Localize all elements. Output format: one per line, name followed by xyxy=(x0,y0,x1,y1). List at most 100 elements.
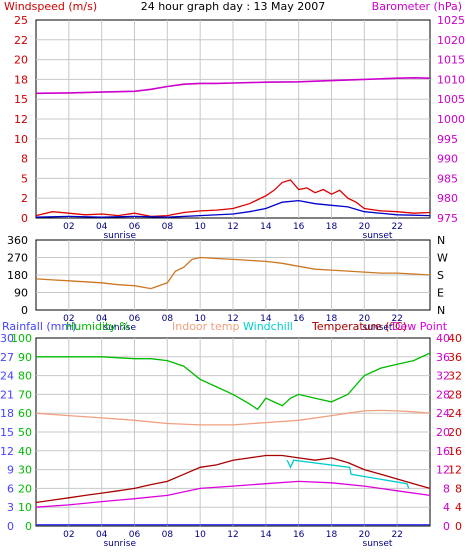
direction-panel-x-tick: 04 xyxy=(96,314,108,324)
humidity-line xyxy=(36,352,431,411)
temp-y-tick-right: 28 xyxy=(448,388,462,401)
temp-panel-x-tick: 14 xyxy=(260,530,272,540)
temp-panel-x-tick: 04 xyxy=(96,530,108,540)
wind-panel-x-tick: 06 xyxy=(129,222,141,232)
temp-y-tick-left: 4 xyxy=(443,501,450,514)
rain-y-tick: 6 xyxy=(7,482,14,495)
barometer-line xyxy=(35,76,431,95)
wind-panel-x-tick: 12 xyxy=(227,222,238,232)
temp-y-tick-right: 24 xyxy=(448,407,462,420)
temp-y-tick-left: 28 xyxy=(436,388,450,401)
windspeed-y-tick: 5 xyxy=(21,172,28,185)
barometer-y-tick: 1015 xyxy=(437,54,465,67)
windspeed-y-tick: 25 xyxy=(14,14,28,27)
legend-label-2: Indoor temp xyxy=(172,320,239,333)
barometer-y-tick: 980 xyxy=(437,192,458,205)
legend-label-0: Rainfall (mm) xyxy=(2,320,76,333)
wind_dir-line xyxy=(35,256,431,290)
humidity-y-tick: 100 xyxy=(11,332,32,345)
barometer-y-tick: 1020 xyxy=(437,34,465,47)
temp-y-tick-left: 20 xyxy=(436,426,450,439)
direction-panel-x-tick: 08 xyxy=(162,314,174,324)
windspeed-y-tick: 0 xyxy=(21,212,28,225)
humidity-y-tick: 50 xyxy=(18,426,32,439)
temp-y-tick-left: 8 xyxy=(443,482,450,495)
barometer-y-tick: 975 xyxy=(437,212,458,225)
humidity-y-tick: 40 xyxy=(18,445,32,458)
direction-panel-x-tick: 02 xyxy=(63,314,74,324)
direction-y-tick: 180 xyxy=(7,269,28,282)
wind_avg-line xyxy=(35,199,431,218)
windspeed-y-tick: 8 xyxy=(21,153,28,166)
wind-panel-x-tick: 04 xyxy=(96,222,108,232)
temp-panel-sunset-label: sunset xyxy=(363,539,393,549)
wind-panel-sunrise-label: sunrise xyxy=(103,231,136,241)
chart-title: 24 hour graph day : 13 May 2007 xyxy=(141,0,326,13)
barometer-axis-label: Barometer (hPa) xyxy=(372,0,462,13)
compass-y-tick: E xyxy=(437,287,444,300)
temp-y-tick-right: 32 xyxy=(448,370,462,383)
temp-panel-x-tick: 02 xyxy=(63,530,74,540)
temp-y-tick-right: 0 xyxy=(455,520,462,533)
direction-panel-x-tick: 14 xyxy=(260,314,272,324)
compass-y-tick: N xyxy=(437,234,445,247)
windspeed-line xyxy=(35,179,431,218)
barometer-y-tick: 1010 xyxy=(437,73,465,86)
direction-panel-x-tick: 06 xyxy=(129,314,141,324)
temperature-line xyxy=(35,454,431,504)
temp-y-tick-left: 0 xyxy=(443,520,450,533)
wind-panel-x-tick: 18 xyxy=(326,222,338,232)
rain-y-tick: 15 xyxy=(0,426,14,439)
barometer-y-tick: 1005 xyxy=(437,93,465,106)
direction-y-tick: 90 xyxy=(14,287,28,300)
temp-y-tick-right: 12 xyxy=(448,464,462,477)
rain-y-tick: 27 xyxy=(0,351,14,364)
direction-y-tick: 270 xyxy=(7,252,28,265)
compass-y-tick: N xyxy=(437,304,445,317)
temp-y-tick-left: 24 xyxy=(436,407,450,420)
windspeed-axis-label: Windspeed (m/s) xyxy=(4,0,97,13)
barometer-y-tick: 1000 xyxy=(437,113,465,126)
humidity-y-tick: 10 xyxy=(18,501,32,514)
windspeed-y-tick: 2 xyxy=(21,192,28,205)
temp-panel-x-tick: 06 xyxy=(129,530,141,540)
barometer-y-tick: 1025 xyxy=(437,14,465,27)
temp-y-tick-right: 8 xyxy=(455,482,462,495)
direction-panel-sunset-label: sunset xyxy=(363,323,393,333)
direction-y-tick: 0 xyxy=(21,304,28,317)
humidity-y-tick: 0 xyxy=(25,520,32,533)
rain-y-tick: 3 xyxy=(7,501,14,514)
compass-y-tick: S xyxy=(437,269,444,282)
rain-y-tick: 0 xyxy=(7,520,14,533)
indoor-line xyxy=(35,409,431,426)
humidity-y-tick: 60 xyxy=(18,407,32,420)
rain-y-tick: 12 xyxy=(0,445,14,458)
windchill-line xyxy=(286,459,410,489)
wind-panel-x-tick: 02 xyxy=(63,222,74,232)
wind-panel-x-tick: 14 xyxy=(260,222,272,232)
windspeed-y-tick: 20 xyxy=(14,54,28,67)
temp-y-tick-right: 16 xyxy=(448,445,462,458)
temp-y-tick-right: 36 xyxy=(448,351,462,364)
legend-label-5: Dew Point xyxy=(392,320,448,333)
barometer-y-tick: 985 xyxy=(437,172,458,185)
wind-panel-x-tick: 20 xyxy=(359,222,371,232)
temp-panel-sunrise-label: sunrise xyxy=(103,539,136,549)
wind-panel-sunset-label: sunset xyxy=(363,231,393,241)
barometer-y-tick: 995 xyxy=(437,133,458,146)
rain-y-tick: 21 xyxy=(0,388,14,401)
wind-panel-x-tick: 16 xyxy=(293,222,305,232)
temp-y-tick-left: 16 xyxy=(436,445,450,458)
direction-panel-x-tick: 10 xyxy=(194,314,206,324)
temp-y-tick-left: 36 xyxy=(436,351,450,364)
humidity-y-tick: 90 xyxy=(18,351,32,364)
direction-panel-x-tick: 12 xyxy=(227,314,238,324)
windspeed-y-tick: 10 xyxy=(14,133,28,146)
barometer-y-tick: 990 xyxy=(437,153,458,166)
rain-y-tick: 24 xyxy=(0,370,14,383)
temp-panel-x-tick: 22 xyxy=(391,530,402,540)
legend-label-4: Temperature (°C) xyxy=(311,320,407,333)
rain-y-tick: 30 xyxy=(0,332,14,345)
wind-panel-x-tick: 08 xyxy=(162,222,174,232)
